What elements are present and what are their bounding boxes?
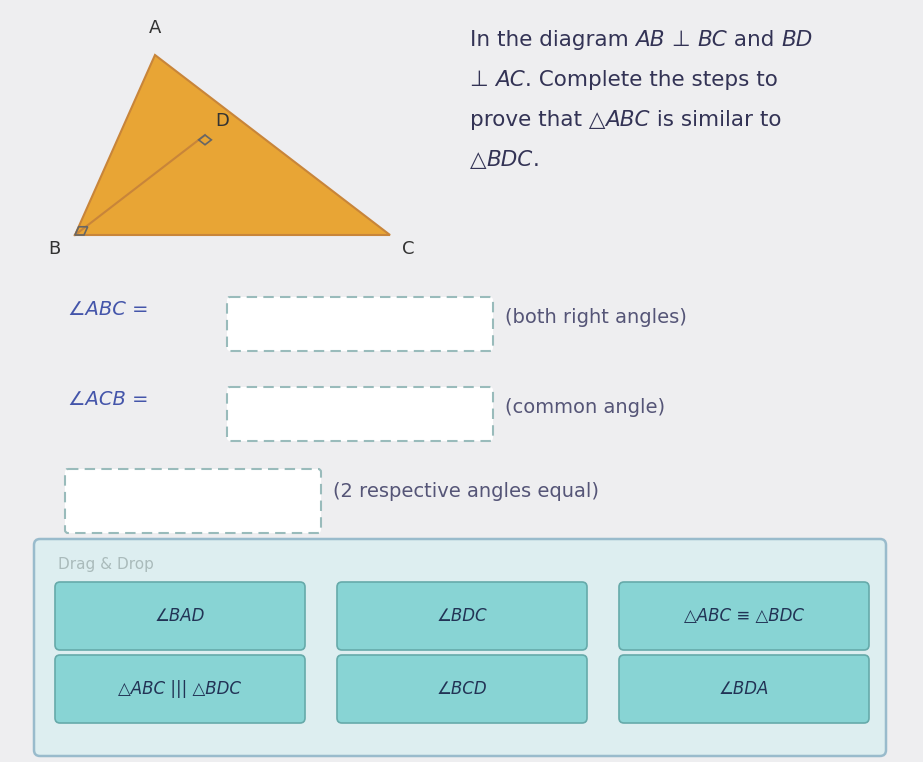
FancyBboxPatch shape <box>227 297 493 351</box>
Text: (both right angles): (both right angles) <box>505 308 687 327</box>
Text: BC: BC <box>698 30 727 50</box>
Text: D: D <box>215 112 229 130</box>
FancyBboxPatch shape <box>619 655 869 723</box>
Text: ∠BAD: ∠BAD <box>155 607 205 625</box>
Text: (2 respective angles equal): (2 respective angles equal) <box>333 482 599 501</box>
FancyBboxPatch shape <box>55 582 305 650</box>
Text: . Complete the steps to: . Complete the steps to <box>525 70 778 90</box>
Text: ∠BDA: ∠BDA <box>719 680 769 698</box>
Text: A: A <box>149 19 162 37</box>
Text: AC: AC <box>496 70 525 90</box>
Text: ∠BCD: ∠BCD <box>437 680 487 698</box>
Text: (common angle): (common angle) <box>505 398 665 417</box>
Polygon shape <box>75 55 390 235</box>
FancyBboxPatch shape <box>337 582 587 650</box>
Text: ∠BDC: ∠BDC <box>437 607 487 625</box>
Text: C: C <box>402 240 414 258</box>
FancyBboxPatch shape <box>619 582 869 650</box>
Text: prove that △: prove that △ <box>470 110 605 130</box>
Text: ⊥: ⊥ <box>470 70 496 90</box>
Text: BD: BD <box>782 30 813 50</box>
Text: △ABC ≡ △BDC: △ABC ≡ △BDC <box>684 607 804 625</box>
FancyBboxPatch shape <box>55 655 305 723</box>
FancyBboxPatch shape <box>227 387 493 441</box>
FancyBboxPatch shape <box>65 469 321 533</box>
Text: AB: AB <box>636 30 665 50</box>
Text: △: △ <box>470 150 486 170</box>
Text: In the diagram: In the diagram <box>470 30 636 50</box>
Text: ⊥: ⊥ <box>665 30 698 50</box>
Text: .: . <box>533 150 540 170</box>
Text: ∠ABC =: ∠ABC = <box>68 300 149 319</box>
Text: △ABC ||| △BDC: △ABC ||| △BDC <box>118 680 242 698</box>
FancyBboxPatch shape <box>34 539 886 756</box>
Text: BDC: BDC <box>486 150 533 170</box>
Text: ABC: ABC <box>605 110 650 130</box>
Text: Drag & Drop: Drag & Drop <box>58 557 154 572</box>
Text: is similar to: is similar to <box>650 110 782 130</box>
FancyBboxPatch shape <box>337 655 587 723</box>
Text: B: B <box>48 240 60 258</box>
Text: and: and <box>727 30 782 50</box>
Text: ∠ACB =: ∠ACB = <box>68 390 149 409</box>
